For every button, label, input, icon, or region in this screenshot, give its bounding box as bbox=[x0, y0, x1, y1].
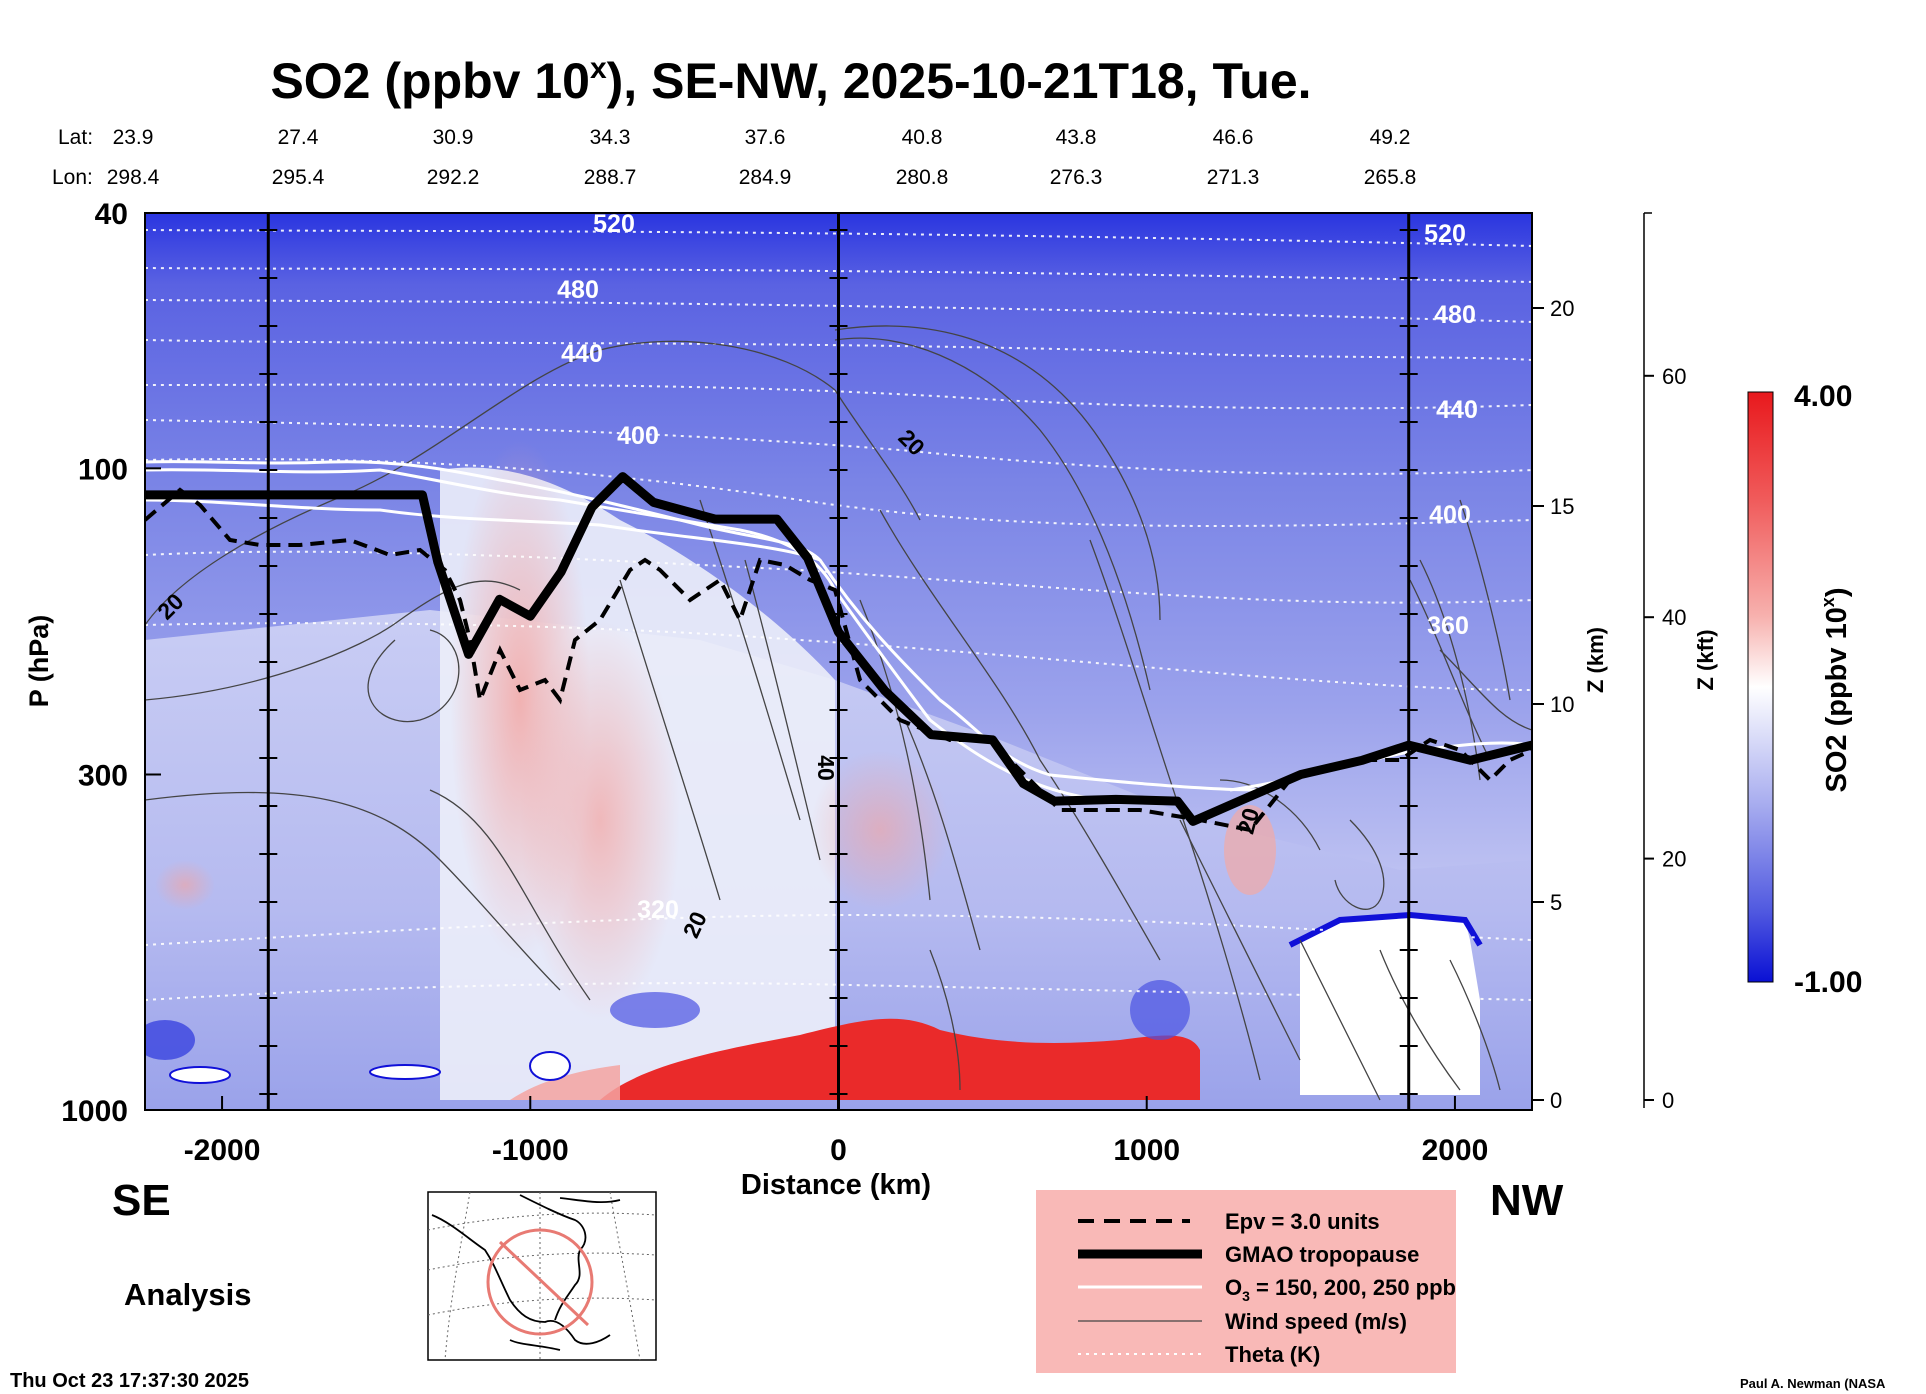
x-tick-label: -2000 bbox=[184, 1134, 261, 1167]
lon-value: 295.4 bbox=[272, 166, 325, 189]
lat-value: 27.4 bbox=[278, 126, 319, 149]
lon-value: 265.8 bbox=[1364, 166, 1417, 189]
y-tick-label: 40 bbox=[95, 198, 128, 231]
inset-map-frame bbox=[427, 1191, 657, 1361]
theta-contour-label: 440 bbox=[561, 340, 603, 368]
y-tick-label: 1000 bbox=[61, 1095, 128, 1128]
z-km-tick-label: 5 bbox=[1550, 890, 1562, 915]
lat-value: 37.6 bbox=[745, 126, 786, 149]
so2-pink-plume-middle bbox=[520, 620, 680, 1020]
chart-title: SO2 (ppbv 10x), SE-NW, 2025-10-21T18, Tu… bbox=[270, 52, 1311, 109]
theta-contour-label: 320 bbox=[637, 896, 679, 924]
y-axis-title: P (hPa) bbox=[24, 615, 54, 708]
so2-blue-spot-low-left bbox=[145, 1020, 195, 1060]
timestamp-label: Thu Oct 23 17:37:30 2025 bbox=[10, 1370, 249, 1392]
so2-pink-plume-right bbox=[810, 750, 950, 910]
z-kft-tick-label: 0 bbox=[1662, 1088, 1674, 1113]
theta-contour-label: 520 bbox=[593, 210, 635, 238]
colorbar bbox=[1747, 391, 1774, 983]
z-km-tick-label: 20 bbox=[1550, 296, 1574, 321]
z-kft-axis-title: Z (kft) bbox=[1693, 629, 1718, 690]
x-tick-label: 0 bbox=[830, 1134, 847, 1167]
theta-contour-label: 480 bbox=[557, 276, 599, 304]
inset-map-circle bbox=[486, 1228, 594, 1336]
y-tick-label: 100 bbox=[78, 453, 128, 486]
x-tick-label: 1000 bbox=[1113, 1134, 1180, 1167]
x-tick-label: 2000 bbox=[1422, 1134, 1489, 1167]
so2-surface-red-plume bbox=[600, 1018, 1200, 1100]
lon-value: 292.2 bbox=[427, 166, 480, 189]
lat-row-label: Lat: bbox=[58, 126, 93, 149]
direction-se-label: SE bbox=[112, 1176, 171, 1225]
lon-row-label: Lon: bbox=[52, 166, 93, 189]
lon-value: 280.8 bbox=[896, 166, 949, 189]
wind-contour-label: 40 bbox=[813, 755, 839, 781]
legend-wind-label: Wind speed (m/s) bbox=[1225, 1309, 1407, 1334]
lat-value: 23.9 bbox=[113, 126, 154, 149]
z-km-axis: 0 5 10 15 20 bbox=[1532, 296, 1574, 1113]
lon-value: 271.3 bbox=[1207, 166, 1260, 189]
z-km-tick-label: 10 bbox=[1550, 692, 1574, 717]
lat-value: 34.3 bbox=[590, 126, 631, 149]
theta-contour-label: 360 bbox=[1427, 612, 1469, 640]
lon-value: 288.7 bbox=[584, 166, 637, 189]
theta-contour-labels: 520 480 440 400 320 520 480 440 400 360 bbox=[557, 210, 1478, 924]
colorbar-max-label: 4.00 bbox=[1794, 380, 1852, 413]
x-tick-label: -1000 bbox=[492, 1134, 569, 1167]
inset-map-graticule bbox=[427, 1191, 657, 1361]
colorbar-min-label: -1.00 bbox=[1794, 966, 1862, 999]
credit-label: Paul A. Newman (NASA bbox=[1740, 1376, 1886, 1391]
z-kft-tick-label: 40 bbox=[1662, 605, 1686, 630]
theta-contour-label: 400 bbox=[1429, 501, 1471, 529]
inset-map-section-line bbox=[498, 1240, 590, 1327]
so2-blue-spot-mid bbox=[610, 992, 700, 1028]
lat-value: 46.6 bbox=[1213, 126, 1254, 149]
theta-contour-label: 400 bbox=[617, 422, 659, 450]
lat-value: 43.8 bbox=[1056, 126, 1097, 149]
colorbar-title: SO2 (ppbv 10x) bbox=[1818, 587, 1853, 792]
lat-value: 30.9 bbox=[433, 126, 474, 149]
legend-epv-label: Epv = 3.0 units bbox=[1225, 1209, 1380, 1234]
so2-pink-spot-left bbox=[155, 860, 215, 910]
vertical-section-lines bbox=[259, 213, 1418, 1110]
lon-value: 276.3 bbox=[1050, 166, 1103, 189]
z-km-tick-label: 0 bbox=[1550, 1088, 1562, 1113]
so2-blue-spot-right bbox=[1130, 980, 1190, 1040]
direction-nw-label: NW bbox=[1490, 1176, 1564, 1225]
z-km-axis-title: Z (km) bbox=[1583, 627, 1608, 693]
legend: Epv = 3.0 units GMAO tropopause O3 = 150… bbox=[1036, 1190, 1456, 1373]
lat-value: 40.8 bbox=[902, 126, 943, 149]
surface-white-patches bbox=[169, 1051, 571, 1084]
gmao-tropopause-line bbox=[145, 472, 1532, 826]
so2-surface-pink-band bbox=[510, 1065, 620, 1100]
z-km-tick-label: 15 bbox=[1550, 494, 1574, 519]
z-kft-axis: 0 20 40 60 bbox=[1643, 212, 1686, 1113]
theta-contours bbox=[145, 229, 1532, 1001]
lat-lon-values: 23.9 27.4 30.9 34.3 37.6 40.8 43.8 46.6 49.2 298.… bbox=[107, 126, 1417, 189]
inset-map bbox=[427, 1191, 657, 1361]
x-axis: -2000 -1000 0 1000 2000 bbox=[184, 1096, 1489, 1167]
legend-theta-label: Theta (K) bbox=[1225, 1342, 1320, 1367]
theta-contour-label: 440 bbox=[1436, 396, 1478, 424]
lon-value: 284.9 bbox=[739, 166, 792, 189]
z-kft-tick-label: 60 bbox=[1662, 364, 1686, 389]
theta-contour-label: 520 bbox=[1424, 220, 1466, 248]
theta-contour-label: 480 bbox=[1434, 301, 1476, 329]
legend-ozone-label: O3 = 150, 200, 250 ppb bbox=[1225, 1275, 1456, 1304]
analysis-label: Analysis bbox=[124, 1277, 252, 1312]
z-kft-tick-label: 20 bbox=[1662, 847, 1686, 872]
y-axis: 40 100 300 1000 bbox=[61, 198, 161, 1128]
lon-value: 298.4 bbox=[107, 166, 160, 189]
lat-value: 49.2 bbox=[1370, 126, 1411, 149]
legend-tropopause-label: GMAO tropopause bbox=[1225, 1242, 1419, 1267]
so2-lower-white-region bbox=[1300, 915, 1480, 1095]
y-tick-label: 300 bbox=[78, 759, 128, 792]
x-axis-title: Distance (km) bbox=[741, 1169, 931, 1201]
